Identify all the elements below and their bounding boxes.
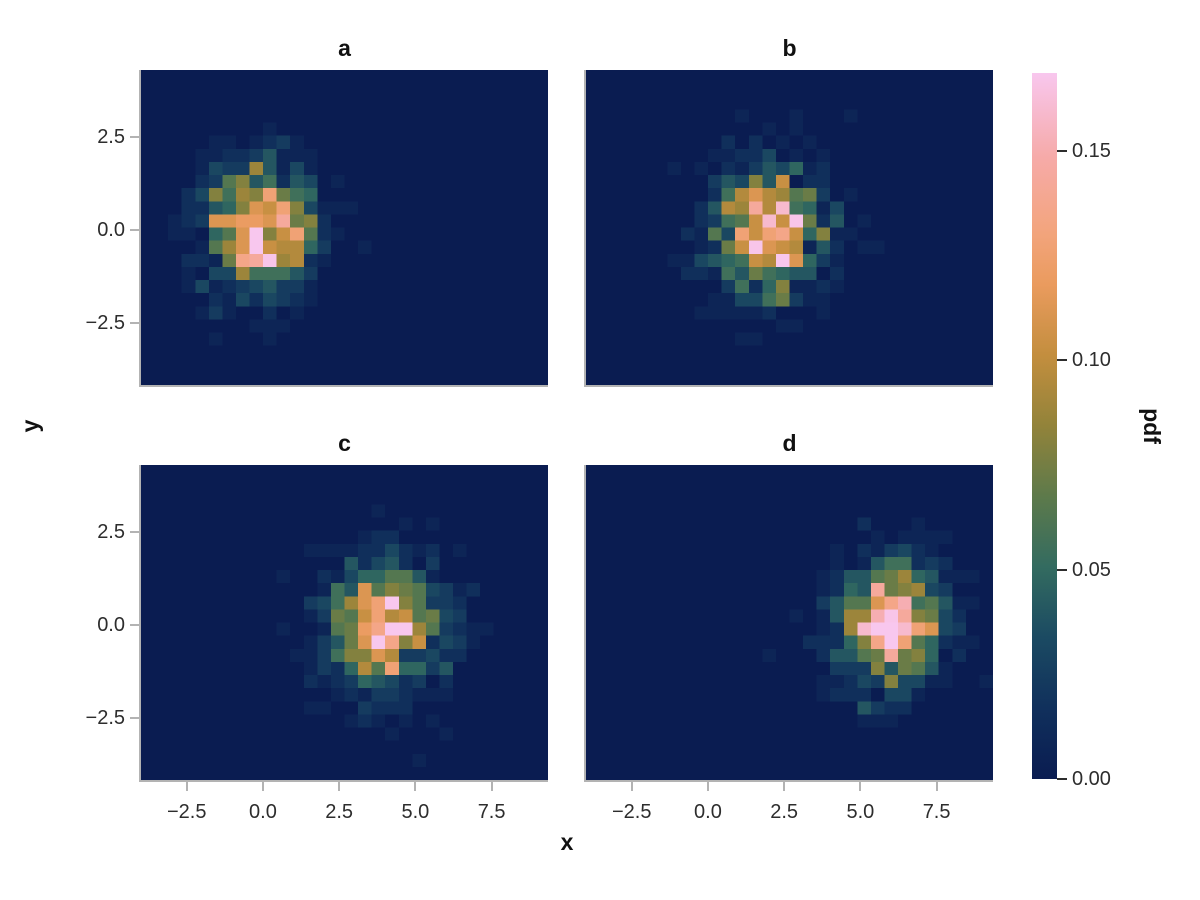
x-tick-mark — [630, 782, 633, 791]
y-tick-mark — [130, 530, 139, 533]
y-tick-mark — [130, 623, 139, 626]
x-tick-label: 7.5 — [922, 801, 951, 823]
x-tick-mark — [338, 782, 341, 791]
x-tick-mark — [783, 782, 786, 791]
colorbar-tick-mark — [1057, 568, 1067, 571]
y-tick-label: −2.5 — [85, 706, 125, 729]
subplot-title-c: c — [338, 430, 351, 456]
x-tick-mark — [935, 782, 938, 791]
subplot-title-d: d — [782, 430, 797, 456]
heatmap-c — [141, 465, 548, 780]
x-tick-mark — [859, 782, 862, 791]
y-axis-label: y — [17, 419, 43, 433]
colorbar-tick-mark — [1057, 359, 1067, 361]
x-tick-label: 7.5 — [477, 801, 506, 823]
x-tick-mark — [706, 782, 709, 791]
subplot-d-area — [584, 465, 993, 782]
subplot-c-area — [139, 465, 548, 782]
y-tick-label: 2.5 — [97, 520, 125, 543]
x-tick-mark — [185, 782, 188, 791]
y-tick-mark — [130, 228, 139, 231]
x-tick-mark — [261, 782, 264, 791]
y-tick-label: −2.5 — [85, 311, 125, 334]
heatmap-d — [586, 465, 993, 780]
subplot-title-b: b — [782, 35, 797, 61]
colorbar-label: pdf — [1139, 408, 1165, 444]
x-tick-label: 5.0 — [401, 801, 430, 823]
x-tick-label: 2.5 — [325, 801, 354, 823]
subplot-title-a: a — [338, 35, 351, 61]
colorbar-tick-mark — [1057, 778, 1067, 780]
x-tick-label: 0.0 — [249, 801, 277, 823]
subplot-a-area — [139, 70, 548, 387]
x-tick-mark — [490, 782, 493, 791]
heatmap-b — [586, 70, 993, 385]
colorbar-tick-label: 0.15 — [1072, 139, 1111, 162]
colorbar-tick-label: 0.00 — [1072, 768, 1111, 790]
colorbar-tick-mark — [1057, 149, 1067, 152]
y-tick-mark — [130, 716, 139, 719]
y-tick-mark — [130, 135, 139, 138]
x-tick-label: −2.5 — [166, 801, 207, 823]
heatmap-a — [141, 70, 548, 385]
y-tick-label: 0.0 — [97, 613, 125, 636]
x-tick-mark — [414, 782, 417, 791]
y-tick-label: 0.0 — [97, 218, 125, 241]
y-tick-label: 2.5 — [97, 125, 125, 148]
colorbar — [1032, 73, 1057, 779]
x-tick-label: 5.0 — [846, 801, 875, 823]
x-tick-label: −2.5 — [611, 801, 652, 823]
x-axis-label: x — [560, 829, 574, 855]
y-tick-mark — [130, 321, 139, 324]
colorbar-tick-label: 0.10 — [1072, 349, 1111, 371]
x-tick-label: 2.5 — [770, 801, 799, 823]
colorbar-tick-label: 0.05 — [1072, 558, 1111, 581]
subplot-b-area — [584, 70, 993, 387]
x-tick-label: 0.0 — [694, 801, 722, 823]
